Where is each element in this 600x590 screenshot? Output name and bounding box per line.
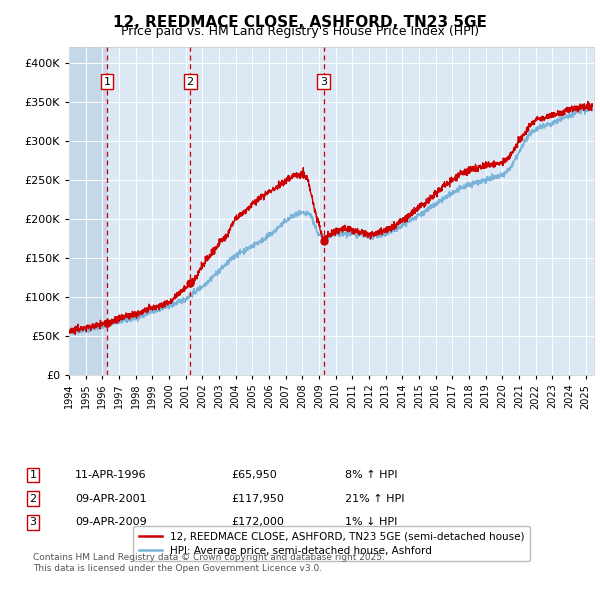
Text: 2: 2 bbox=[187, 77, 194, 87]
Text: 09-APR-2001: 09-APR-2001 bbox=[75, 494, 146, 503]
Text: 3: 3 bbox=[29, 517, 37, 527]
Text: 2: 2 bbox=[29, 494, 37, 503]
Text: 1: 1 bbox=[104, 77, 110, 87]
Text: Contains HM Land Registry data © Crown copyright and database right 2025.
This d: Contains HM Land Registry data © Crown c… bbox=[33, 553, 385, 573]
Legend: 12, REEDMACE CLOSE, ASHFORD, TN23 5GE (semi-detached house), HPI: Average price,: 12, REEDMACE CLOSE, ASHFORD, TN23 5GE (s… bbox=[133, 526, 530, 561]
Text: 21% ↑ HPI: 21% ↑ HPI bbox=[345, 494, 404, 503]
Text: £117,950: £117,950 bbox=[231, 494, 284, 503]
Text: 3: 3 bbox=[320, 77, 327, 87]
Text: 1% ↓ HPI: 1% ↓ HPI bbox=[345, 517, 397, 527]
Text: 8% ↑ HPI: 8% ↑ HPI bbox=[345, 470, 398, 480]
Text: £172,000: £172,000 bbox=[231, 517, 284, 527]
Text: 1: 1 bbox=[29, 470, 37, 480]
Text: 11-APR-1996: 11-APR-1996 bbox=[75, 470, 146, 480]
Text: 09-APR-2009: 09-APR-2009 bbox=[75, 517, 147, 527]
Text: £65,950: £65,950 bbox=[231, 470, 277, 480]
Bar bbox=[69, 47, 107, 375]
Text: Price paid vs. HM Land Registry's House Price Index (HPI): Price paid vs. HM Land Registry's House … bbox=[121, 25, 479, 38]
Text: 12, REEDMACE CLOSE, ASHFORD, TN23 5GE: 12, REEDMACE CLOSE, ASHFORD, TN23 5GE bbox=[113, 15, 487, 30]
